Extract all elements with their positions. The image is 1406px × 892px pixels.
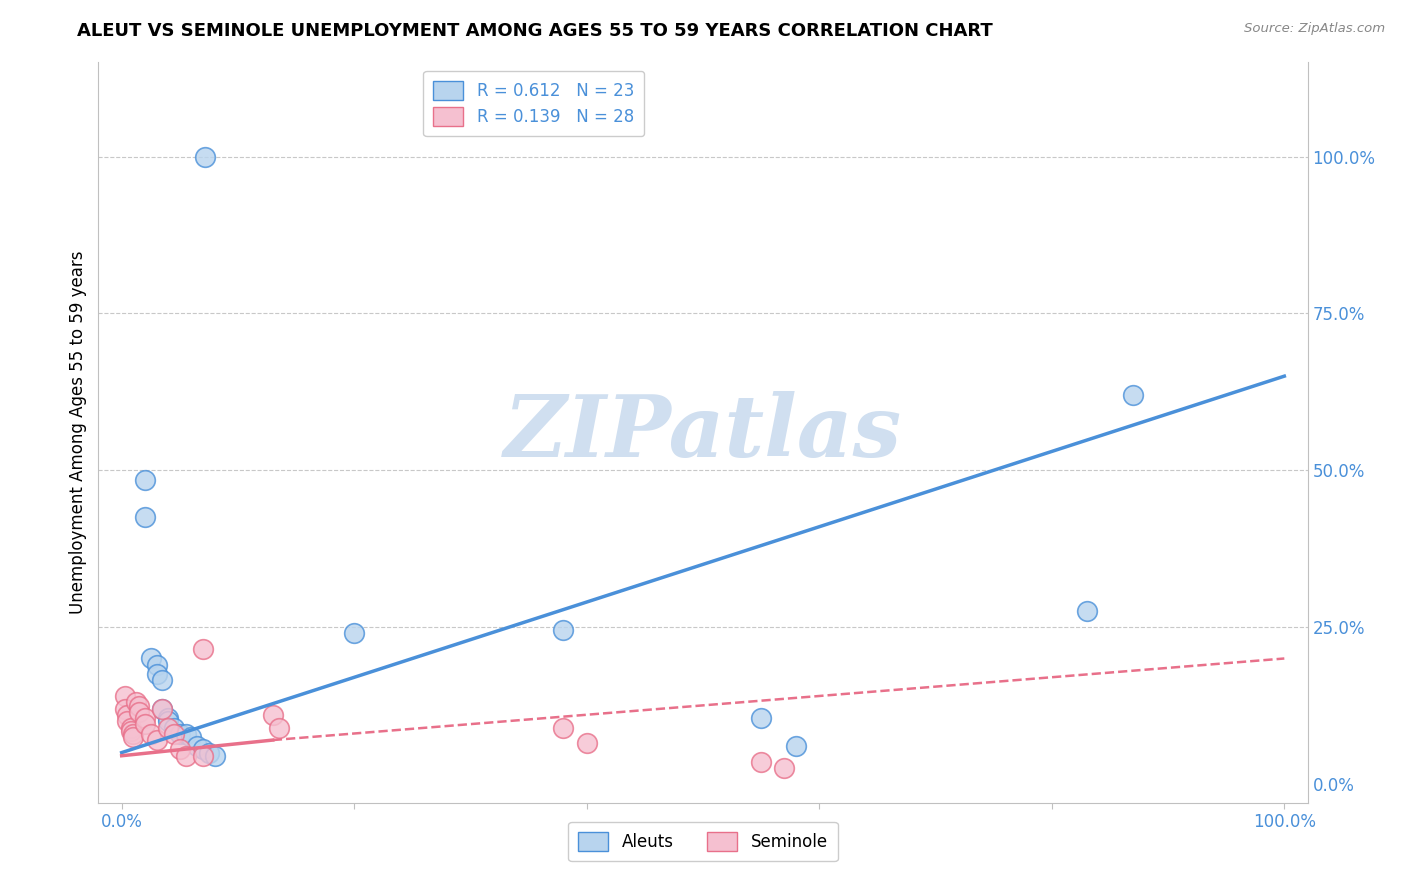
Point — [553, 624, 575, 638]
Point — [150, 701, 173, 715]
Point — [134, 510, 156, 524]
Point — [191, 642, 214, 657]
Point — [157, 714, 180, 729]
Point — [120, 723, 142, 738]
Point — [139, 727, 162, 741]
Point — [122, 727, 145, 741]
Point — [128, 705, 150, 719]
Point — [157, 711, 180, 725]
Point — [139, 651, 162, 665]
Point — [575, 736, 598, 750]
Y-axis label: Unemployment Among Ages 55 to 59 years: Unemployment Among Ages 55 to 59 years — [69, 251, 87, 615]
Point — [749, 755, 772, 769]
Point — [124, 695, 146, 709]
Point — [186, 739, 208, 754]
Point — [343, 626, 366, 640]
Point — [191, 748, 214, 763]
Point — [114, 701, 136, 715]
Point — [198, 746, 221, 760]
Point — [204, 748, 226, 763]
Point — [145, 657, 167, 672]
Point — [150, 673, 173, 688]
Point — [267, 721, 290, 735]
Point — [749, 711, 772, 725]
Point — [150, 701, 173, 715]
Point — [191, 742, 214, 756]
Point — [122, 730, 145, 744]
Point — [145, 667, 167, 681]
Point — [117, 714, 139, 729]
Point — [157, 721, 180, 735]
Point — [785, 739, 807, 754]
Point — [262, 708, 284, 723]
Point — [194, 150, 217, 164]
Point — [169, 742, 191, 756]
Point — [114, 689, 136, 703]
Point — [773, 761, 796, 775]
Point — [117, 708, 139, 723]
Point — [1076, 604, 1098, 618]
Point — [180, 730, 202, 744]
Legend: Aleuts, Seminole: Aleuts, Seminole — [568, 822, 838, 861]
Point — [553, 721, 575, 735]
Point — [169, 727, 191, 741]
Point — [1122, 388, 1144, 402]
Point — [163, 721, 186, 735]
Point — [174, 727, 197, 741]
Text: ALEUT VS SEMINOLE UNEMPLOYMENT AMONG AGES 55 TO 59 YEARS CORRELATION CHART: ALEUT VS SEMINOLE UNEMPLOYMENT AMONG AGE… — [77, 22, 993, 40]
Point — [128, 698, 150, 713]
Point — [163, 727, 186, 741]
Point — [174, 748, 197, 763]
Point — [145, 733, 167, 747]
Text: Source: ZipAtlas.com: Source: ZipAtlas.com — [1244, 22, 1385, 36]
Point — [134, 717, 156, 731]
Point — [120, 721, 142, 735]
Text: ZIPatlas: ZIPatlas — [503, 391, 903, 475]
Point — [134, 711, 156, 725]
Point — [134, 473, 156, 487]
